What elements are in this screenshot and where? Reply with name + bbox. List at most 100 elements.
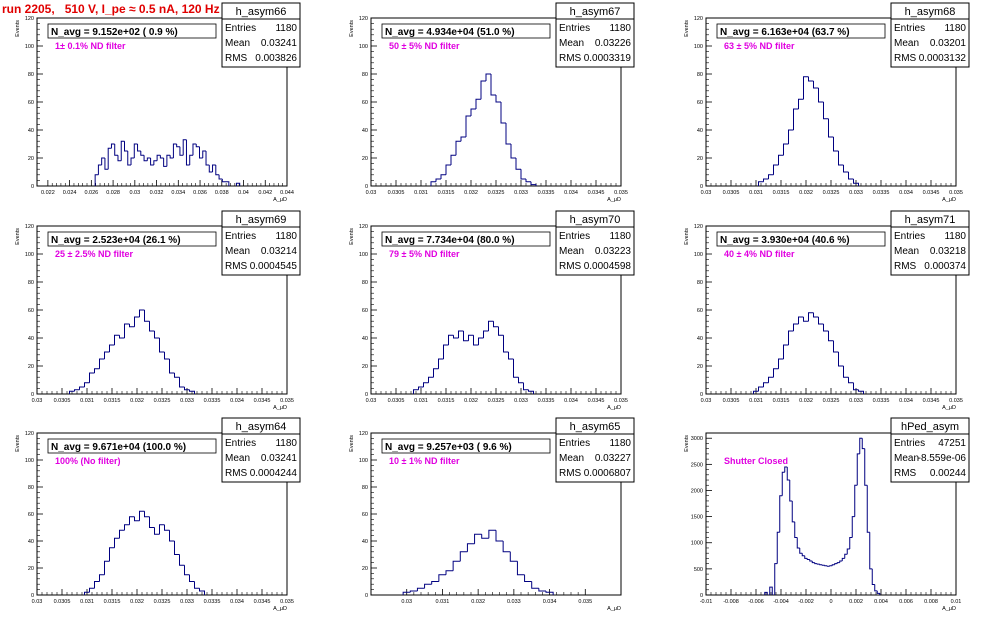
x-axis-label: A_μD — [273, 405, 287, 411]
y-tick-label: 20 — [362, 364, 368, 370]
stats-value: 0.0006807 — [584, 468, 632, 479]
x-tick-label: 0.0325 — [823, 398, 840, 404]
y-tick-label: 120 — [25, 431, 34, 437]
y-axis-label: Events — [15, 228, 21, 245]
x-tick-label: 0.042 — [258, 190, 272, 196]
navg-box — [381, 231, 551, 247]
x-tick-label: 0.04 — [238, 190, 249, 196]
y-axis-label: Events — [349, 435, 355, 452]
filter-label: 63 ± 5% ND filter — [724, 41, 795, 51]
y-tick-label: 1000 — [691, 541, 703, 547]
navg-label: N_avg = 2.523e+04 (26.1 %) — [51, 235, 181, 246]
stats-box — [221, 210, 301, 276]
x-tick-label: 0.033 — [514, 398, 528, 404]
x-tick-label: 0.008 — [924, 599, 938, 605]
x-tick-label: 0.031 — [749, 398, 763, 404]
stats-value: 0.03241 — [261, 453, 298, 464]
y-tick-label: 40 — [362, 539, 368, 545]
stats-value: 1180 — [944, 23, 966, 34]
x-tick-label: 0.034 — [230, 398, 244, 404]
filter-label: 1± 0.1% ND filter — [55, 41, 126, 51]
filter-label: 79 ± 5% ND filter — [389, 249, 460, 259]
histogram-name: h_asym68 — [905, 6, 956, 18]
x-tick-label: 0.03 — [701, 190, 712, 196]
stats-value: -8.559e-06 — [918, 453, 967, 464]
stats-label: Mean — [225, 246, 250, 257]
stats-value: 47251 — [938, 438, 966, 449]
x-tick-label: 0.0305 — [388, 398, 405, 404]
histogram-outline — [758, 76, 859, 186]
x-tick-label: 0.03 — [701, 398, 712, 404]
x-tick-label: 0.002 — [849, 599, 863, 605]
histogram-name: h_asym64 — [236, 421, 287, 433]
x-tick-label: 0 — [829, 599, 832, 605]
histogram-name: hPed_asym — [901, 421, 959, 433]
stats-box — [890, 210, 970, 276]
histogram-name: h_asym67 — [570, 6, 621, 18]
x-tick-label: 0.034 — [171, 190, 185, 196]
stats-label: Entries — [559, 23, 590, 34]
x-tick-label: 0.033 — [514, 190, 528, 196]
filter-label: 100% (No filter) — [55, 456, 121, 466]
y-tick-label: 20 — [697, 156, 703, 162]
x-tick-label: 0.033 — [849, 398, 863, 404]
histogram-outline — [84, 510, 205, 595]
x-tick-label: 0.035 — [614, 190, 628, 196]
navg-label: N_avg = 6.163e+04 (63.7 %) — [720, 27, 850, 38]
y-tick-label: 60 — [28, 308, 34, 314]
x-tick-label: 0.0345 — [254, 398, 271, 404]
x-tick-label: 0.0305 — [723, 398, 740, 404]
histogram-outline — [94, 139, 241, 186]
y-axis-label: Events — [684, 228, 690, 245]
y-tick-label: 80 — [362, 72, 368, 78]
x-tick-label: 0.044 — [280, 190, 294, 196]
stats-value: 0.03241 — [261, 38, 298, 49]
y-tick-label: 1500 — [691, 515, 703, 521]
y-tick-label: 0 — [365, 184, 368, 190]
stats-value: 0.0004545 — [250, 261, 298, 272]
y-tick-label: 40 — [362, 128, 368, 134]
x-tick-label: 0.035 — [614, 398, 628, 404]
y-tick-label: 20 — [362, 156, 368, 162]
x-tick-label: 0.03 — [32, 398, 43, 404]
histogram-panel-hPed_asym: 0 500 1000 1500 2000 2500 3000 -0.01 -0.008 -0.00… — [684, 417, 970, 612]
histogram-panel-h_asym67: 0 20 40 60 80 100 120 0.03 0.0305 0.031 0.0315 0.03… — [349, 2, 635, 203]
stats-value: 1180 — [944, 231, 966, 242]
x-tick-label: 0.0325 — [488, 398, 505, 404]
stats-value: 0.0003319 — [584, 53, 632, 64]
x-tick-label: 0.0345 — [923, 398, 940, 404]
navg-label: N_avg = 7.734e+04 (80.0 %) — [385, 235, 515, 246]
x-tick-label: 0.0315 — [773, 190, 790, 196]
navg-box — [381, 23, 551, 39]
y-axis-label: Events — [349, 20, 355, 37]
y-tick-label: 80 — [697, 280, 703, 286]
y-tick-label: 0 — [700, 593, 703, 599]
y-tick-label: 120 — [359, 224, 368, 230]
stats-label: RMS — [225, 261, 248, 272]
navg-label: N_avg = 9.152e+02 ( 0.9 %) — [51, 27, 178, 38]
y-tick-label: 60 — [362, 512, 368, 518]
x-tick-label: 0.0315 — [438, 398, 455, 404]
y-tick-label: 60 — [697, 100, 703, 106]
x-tick-label: 0.036 — [193, 190, 207, 196]
stats-label: Entries — [894, 438, 925, 449]
y-tick-label: 80 — [28, 485, 34, 491]
y-tick-label: 100 — [694, 252, 703, 258]
histogram-outline — [402, 529, 554, 595]
y-tick-label: 100 — [359, 252, 368, 258]
x-tick-label: 0.033 — [180, 599, 194, 605]
x-tick-label: 0.032 — [471, 599, 485, 605]
y-tick-label: 20 — [362, 566, 368, 572]
x-tick-label: 0.0345 — [254, 599, 271, 605]
y-tick-label: 100 — [25, 252, 34, 258]
x-tick-label: 0.0335 — [204, 398, 221, 404]
x-tick-label: 0.028 — [106, 190, 120, 196]
stats-label: Entries — [894, 23, 925, 34]
y-tick-label: 80 — [362, 280, 368, 286]
stats-box — [221, 2, 301, 68]
x-tick-label: -0.01 — [700, 599, 713, 605]
y-tick-label: 20 — [697, 364, 703, 370]
navg-box — [47, 23, 217, 39]
y-tick-label: 0 — [365, 392, 368, 398]
